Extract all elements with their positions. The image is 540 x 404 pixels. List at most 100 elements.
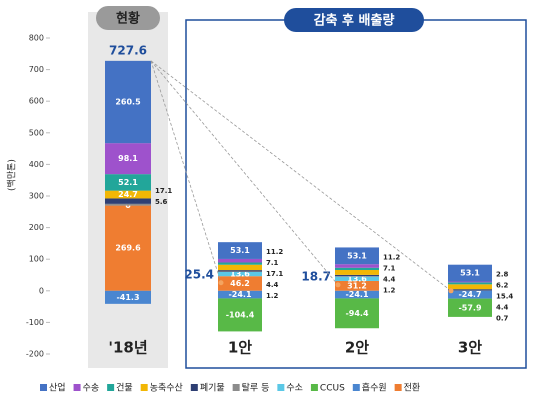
value-label: 4.4 [383,275,396,283]
legend-swatch [190,384,198,391]
bar-segment [335,274,379,277]
value-label: -24.7 [458,290,481,299]
y-tick-label: 300 [29,192,44,201]
bar-segment [105,290,151,304]
header-pill [284,8,424,32]
value-label: -24.1 [345,290,368,299]
x-tick-label: 3안 [458,339,482,357]
y-tick-label: 400 [29,160,44,169]
bar-segment [448,284,492,290]
legend-swatch [73,384,81,391]
total-marker [448,288,454,294]
legend-swatch [310,384,318,391]
value-label: -41.3 [116,293,139,302]
bar-segment [105,174,151,191]
bar-segment [105,60,151,144]
value-label: 15.4 [496,293,513,301]
value-label: 53.1 [230,246,250,255]
bar-segment [218,298,262,332]
value-label: 17.1 [155,187,172,195]
bar-segment [218,258,262,263]
bar-segment [335,280,379,291]
value-label: 269.6 [115,244,141,253]
value-label: 17.1 [266,270,283,278]
x-tick-label: 1안 [228,339,252,357]
connector [150,60,452,292]
y-tick-label: 500 [29,128,44,137]
value-label: 260.5 [115,98,141,107]
legend-label: 농축수산 [150,383,183,394]
bar-segment [105,203,151,206]
legend-swatch [352,384,360,391]
value-label: 6.2 [496,282,509,290]
total-label: 25.4 [184,267,214,281]
value-label: 1.2 [266,292,279,300]
value-label: 13.6 [230,270,250,279]
value-label: 4.4 [496,304,509,312]
y-tick-label: -100 [26,318,44,327]
bar-segment [218,276,262,291]
legend-label: 건물 [116,383,133,394]
y-tick-label: -200 [26,350,44,359]
bar-segment [105,198,151,204]
bar-segment [218,242,262,259]
header-left: 현황 [116,11,140,27]
legend-label: 산업 [49,383,66,394]
bar-segment [218,264,262,271]
y-tick-label: 800 [29,34,44,43]
legend-label: 탈루 등 [242,383,270,394]
value-label: 46.2 [230,279,250,288]
legend-label: 수소 [286,383,303,394]
bar-segment [448,298,492,317]
legend-label: 흡수원 [362,382,387,394]
value-label: 98.1 [118,154,138,163]
legend-swatch [107,384,115,391]
bar-segment [218,262,262,265]
bar-segment [105,205,151,291]
legend-swatch [277,384,285,391]
bar-segment [105,143,151,175]
bar-segment [335,247,379,265]
value-label: 53.1 [460,269,480,278]
legend-swatch [40,384,47,391]
value-label: 4.4 [266,281,279,289]
value-label: 11.2 [383,253,400,261]
bar-segment [448,282,492,285]
total-label: 18.7 [301,269,331,283]
bar-segment [448,281,492,283]
value-label: 7.1 [383,264,396,272]
x-tick-label: '18년 [108,339,147,357]
y-tick-label: 0 [39,286,44,295]
y-tick-label: 600 [29,97,44,106]
legend-label: CCUS [320,384,345,394]
value-label: -94.4 [345,309,368,318]
bar-segment [218,290,262,299]
legend-swatch [394,384,402,391]
bar-segment [335,276,379,281]
value-label: -104.4 [226,310,255,319]
legend-label: 폐기물 [200,382,225,394]
y-tick-label: 700 [29,65,44,74]
bar-segment [448,264,492,282]
bar-segment [335,290,379,299]
x-tick-label: 2안 [345,339,369,357]
value-label: 2.8 [496,271,509,279]
value-label: -24.1 [228,290,251,299]
bar-segment [335,298,379,329]
legend-swatch [232,384,240,391]
total-marker [335,282,341,288]
bar-segment [448,290,492,299]
value-label: 31.2 [347,281,367,290]
legend-label: 전환 [404,382,421,394]
total-label: 727.6 [109,43,147,57]
y-tick-label: 200 [29,223,44,232]
value-label: 5.6 [155,198,168,206]
value-label: -57.9 [458,303,481,312]
y-axis-label: (백만톤) [7,159,18,191]
bar-segment [335,267,379,271]
bar-segment [218,271,262,277]
value-label: 13.6 [347,274,367,283]
legend-label: 수송 [83,383,100,394]
connector [150,60,339,286]
